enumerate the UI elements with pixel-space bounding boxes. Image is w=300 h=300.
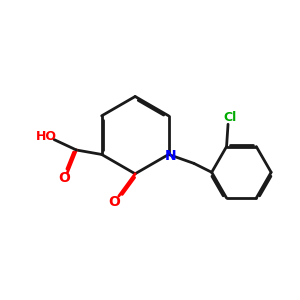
Text: N: N	[164, 149, 176, 163]
Text: O: O	[58, 171, 70, 185]
Text: O: O	[108, 195, 120, 209]
Text: Cl: Cl	[223, 111, 236, 124]
Text: HO: HO	[36, 130, 57, 143]
